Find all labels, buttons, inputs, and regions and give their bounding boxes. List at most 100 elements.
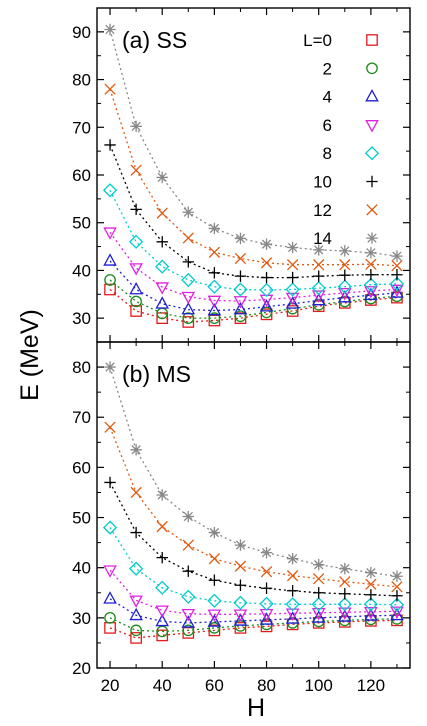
data-point xyxy=(234,310,247,323)
data-point xyxy=(233,609,248,622)
data-point xyxy=(313,244,325,256)
x-tick-label: 100 xyxy=(305,676,333,695)
data-point xyxy=(286,271,299,284)
data-point xyxy=(182,206,194,218)
data-point xyxy=(311,292,326,306)
data-point xyxy=(155,605,170,618)
data-point xyxy=(363,597,378,612)
data-point xyxy=(129,607,143,621)
data-point xyxy=(313,558,325,571)
legend-label: 8 xyxy=(323,144,332,163)
data-point xyxy=(129,561,144,576)
series-line xyxy=(109,366,398,577)
data-point xyxy=(181,615,196,628)
y-tick-label: 90 xyxy=(72,23,91,42)
y-tick-label: 70 xyxy=(72,118,91,137)
series-2 xyxy=(103,253,404,316)
data-point xyxy=(104,476,116,489)
series-7 xyxy=(104,23,403,262)
data-point xyxy=(207,302,222,316)
data-point xyxy=(233,282,248,297)
data-point xyxy=(260,546,273,559)
data-point xyxy=(207,593,222,608)
data-point xyxy=(337,609,352,622)
series-4 xyxy=(102,520,405,612)
data-point xyxy=(390,606,404,619)
panel-frame xyxy=(96,341,411,669)
data-point xyxy=(337,288,352,301)
legend-marker xyxy=(366,204,378,216)
series-line xyxy=(109,190,398,291)
data-point xyxy=(156,520,168,533)
legend-marker xyxy=(366,232,378,244)
data-point xyxy=(104,421,116,433)
data-point xyxy=(311,607,326,621)
data-point xyxy=(102,183,118,198)
data-point xyxy=(207,609,222,622)
data-point xyxy=(389,276,405,291)
y-tick-label: 40 xyxy=(72,559,91,578)
y-tick-label: 80 xyxy=(72,71,91,90)
data-point xyxy=(103,591,117,604)
data-point xyxy=(311,280,326,296)
legend-marker xyxy=(366,175,378,188)
data-point xyxy=(207,295,222,309)
series-3 xyxy=(103,227,404,309)
data-point xyxy=(182,312,195,324)
data-point xyxy=(182,256,194,268)
data-point xyxy=(285,597,300,612)
x-axis-label: H xyxy=(247,694,265,721)
data-point xyxy=(130,632,142,644)
data-point xyxy=(155,296,170,309)
data-point xyxy=(156,312,169,324)
panel-label: (a) SS xyxy=(122,27,187,53)
series-line xyxy=(109,144,397,279)
data-point xyxy=(259,596,274,611)
x-tick-label: 80 xyxy=(257,676,276,695)
data-point xyxy=(181,608,196,622)
series-line xyxy=(109,482,398,597)
data-point xyxy=(313,573,325,585)
data-point xyxy=(260,238,273,250)
legend-label: 12 xyxy=(313,201,332,220)
data-point xyxy=(286,585,299,597)
data-point xyxy=(104,611,116,624)
data-point xyxy=(365,269,377,281)
data-point xyxy=(259,612,274,625)
x-tick-label: 20 xyxy=(101,676,120,695)
data-point xyxy=(208,574,221,586)
data-point xyxy=(260,582,273,594)
data-point xyxy=(208,312,221,324)
data-point xyxy=(155,259,170,274)
series-line xyxy=(109,617,398,633)
data-point xyxy=(156,489,168,501)
data-point xyxy=(363,277,378,292)
data-point xyxy=(104,283,116,296)
legend-label: 6 xyxy=(323,116,332,135)
data-point xyxy=(208,246,221,258)
data-point xyxy=(130,203,142,216)
data-point xyxy=(130,295,142,308)
data-point xyxy=(208,526,221,539)
data-point xyxy=(286,241,299,254)
series-line xyxy=(109,288,398,323)
data-point xyxy=(207,279,222,294)
y-tick-label: 50 xyxy=(72,509,91,528)
data-point xyxy=(155,580,170,595)
data-point xyxy=(182,624,195,637)
data-point xyxy=(285,608,300,621)
data-point xyxy=(339,269,351,281)
data-point xyxy=(182,510,194,523)
data-point xyxy=(285,296,300,309)
series-0 xyxy=(104,283,403,328)
data-point xyxy=(337,607,352,620)
series-line xyxy=(109,598,398,624)
data-point xyxy=(182,232,194,244)
series-1 xyxy=(104,274,403,324)
data-point xyxy=(181,272,196,288)
series-5 xyxy=(104,476,403,602)
panel-frame xyxy=(96,7,411,343)
legend-label: L=0 xyxy=(303,31,332,50)
legend-label: 10 xyxy=(313,173,332,192)
